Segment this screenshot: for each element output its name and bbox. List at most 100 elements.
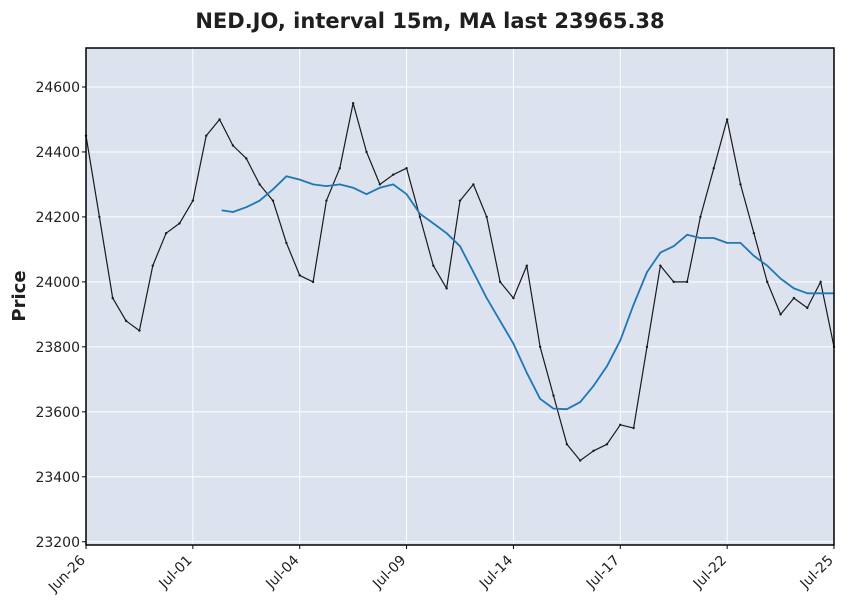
- price-point: [365, 150, 368, 154]
- price-point: [231, 144, 235, 147]
- x-axis-ticks: Jun-26 Jul-01 Jul-04 Jul-09 Jul-14 Jul-17 Jul-…: [45, 545, 837, 596]
- price-point: [685, 280, 689, 284]
- ma-point: [566, 408, 568, 411]
- price-point: [819, 280, 822, 284]
- ma-point: [432, 222, 435, 225]
- ma-point: [312, 183, 314, 186]
- y-tick-label: 24000: [35, 275, 80, 291]
- ma-point: [819, 292, 822, 295]
- price-point: [191, 199, 195, 202]
- price-point: [338, 166, 341, 170]
- y-tick-label: 23600: [35, 405, 80, 421]
- price-point: [632, 426, 635, 430]
- y-tick-label: 23400: [35, 470, 80, 486]
- price-point: [525, 264, 528, 267]
- ma-point: [352, 186, 354, 189]
- y-tick-label: 24200: [35, 210, 80, 226]
- price-point: [538, 345, 542, 349]
- y-tick-label: 23800: [35, 340, 80, 356]
- price-point: [218, 118, 221, 121]
- ma-point: [726, 242, 728, 244]
- ma-point: [686, 233, 688, 236]
- price-point: [498, 280, 502, 284]
- price-point: [432, 264, 435, 267]
- price-point: [258, 183, 261, 186]
- x-tick-label: Jul-09: [369, 553, 409, 593]
- price-series: [84, 102, 836, 462]
- ma-point: [258, 199, 261, 202]
- ma-point: [632, 303, 635, 306]
- ma-point: [552, 407, 555, 410]
- price-point: [285, 241, 288, 245]
- price-point: [124, 319, 128, 323]
- ma-point: [512, 342, 515, 345]
- price-point: [392, 173, 395, 176]
- price-point: [378, 183, 382, 186]
- price-point: [138, 329, 141, 332]
- price-point: [565, 443, 569, 446]
- ma-point: [379, 186, 381, 189]
- price-point: [458, 199, 462, 202]
- ma-point: [766, 264, 769, 267]
- ma-point: [459, 245, 461, 247]
- moving-average-series: [221, 175, 835, 411]
- price-point: [351, 102, 355, 105]
- x-tick-label: Jun-26: [45, 552, 89, 596]
- ma-point: [606, 365, 608, 368]
- ma-point: [525, 372, 528, 374]
- price-point: [472, 183, 475, 186]
- price-point: [245, 157, 248, 160]
- ma-point: [712, 237, 715, 239]
- ma-point: [472, 271, 475, 273]
- y-tick-label: 24400: [35, 145, 80, 161]
- price-point: [806, 306, 809, 310]
- ma-point: [793, 287, 795, 290]
- x-tick-label: Jul-25: [797, 553, 837, 593]
- x-tick-label: Jul-14: [476, 552, 516, 592]
- ma-point: [753, 255, 755, 257]
- ma-point: [659, 251, 662, 254]
- ma-point: [445, 232, 448, 234]
- price-point: [151, 264, 154, 267]
- price-point: [672, 280, 675, 284]
- ma-point: [779, 277, 782, 280]
- price-point: [205, 134, 208, 137]
- x-tick-label: Jul-17: [583, 553, 623, 593]
- x-tick-label: Jul-04: [262, 552, 302, 592]
- price-point: [311, 280, 315, 284]
- price-point: [605, 443, 609, 446]
- ma-point: [699, 237, 702, 239]
- price-point: [592, 449, 595, 452]
- ma-point: [419, 212, 421, 215]
- ma-point: [672, 245, 675, 247]
- price-point: [579, 459, 582, 462]
- ma-point: [405, 193, 408, 195]
- ma-point: [499, 320, 501, 322]
- ma-point: [539, 398, 541, 400]
- y-axis-ticks: 23200 23400 23600 23800 24000 24200 24400 24600: [35, 80, 86, 551]
- ma-point: [272, 188, 274, 191]
- price-point: [779, 313, 782, 316]
- price-point: [485, 215, 488, 219]
- ma-point: [806, 292, 809, 295]
- price-point: [699, 215, 702, 219]
- price-point: [164, 231, 168, 235]
- price-point: [619, 423, 622, 427]
- price-point: [659, 264, 662, 267]
- price-point: [98, 215, 101, 219]
- price-point: [552, 394, 555, 397]
- price-point: [405, 166, 408, 170]
- price-point: [739, 183, 742, 186]
- y-tick-label: 23200: [35, 535, 80, 551]
- price-point: [792, 296, 796, 300]
- x-tick-label: Jul-01: [156, 553, 196, 593]
- price-point: [645, 345, 649, 349]
- ma-point: [619, 339, 622, 342]
- ma-point: [739, 242, 742, 244]
- price-point: [512, 296, 515, 300]
- price-point: [752, 231, 756, 235]
- price-point: [325, 199, 328, 202]
- ma-point: [579, 401, 582, 403]
